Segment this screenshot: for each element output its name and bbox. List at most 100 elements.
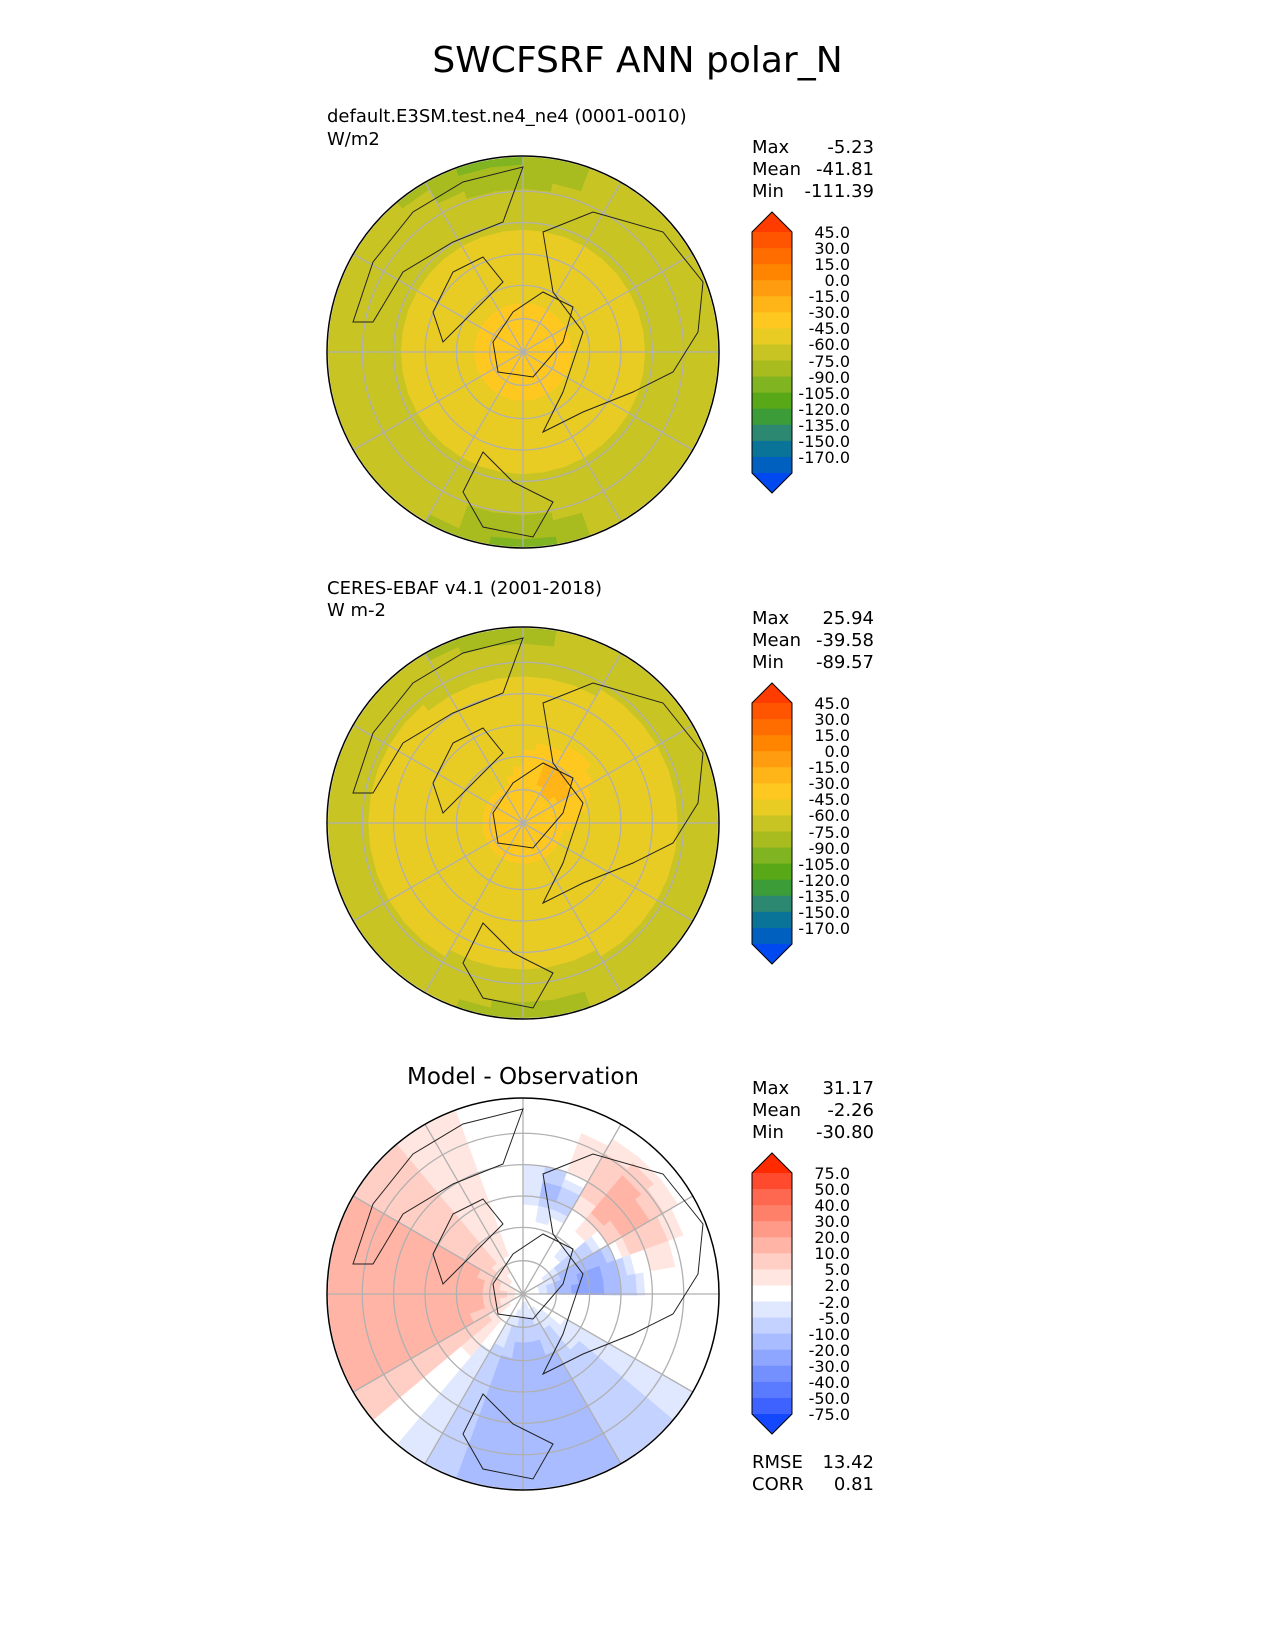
colorbar-segment (752, 424, 792, 442)
colorbar-tick-label: -10.0 (808, 1324, 850, 1344)
meridian-line (522, 1293, 622, 1465)
colorbar-tick-label: 20.0 (814, 1228, 850, 1248)
meridian-line (522, 822, 622, 994)
colorbar-segment (752, 264, 792, 281)
page-title: SWCFSRF ANN polar_N (432, 40, 843, 81)
field-cells (328, 1099, 718, 1489)
colorbar-segment (752, 1333, 792, 1351)
metric-corr: CORR 0.81 (752, 1474, 874, 1495)
colorbar-segment (752, 280, 792, 297)
meridian-line (352, 724, 524, 824)
colorbar-tick-label: -2.0 (818, 1292, 850, 1312)
north-america-outline (352, 166, 524, 323)
colorbar-tick-label: -45.0 (808, 790, 850, 810)
colorbar-tick-label: -60.0 (808, 335, 850, 355)
europe-outline (462, 1393, 554, 1480)
colorbar-segment (752, 344, 792, 362)
north-america-outline (352, 1108, 524, 1265)
meridian-line (424, 1293, 524, 1465)
colorbar-segment (752, 815, 792, 833)
canadian-archipelago-outline (432, 256, 504, 343)
stat-max: Max -5.23 (752, 137, 874, 158)
colorbar-segment (752, 703, 792, 720)
metric-rmse: RMSE 13.42 (752, 1452, 874, 1473)
colorbar-segment (752, 1189, 792, 1206)
stat-min: Min -30.80 (752, 1122, 874, 1143)
meridian-line (352, 1195, 524, 1295)
colorbar-tick-label: -120.0 (798, 399, 850, 419)
colorbar-tick-label: 15.0 (814, 255, 850, 275)
canadian-archipelago-outline (432, 727, 504, 814)
colorbar-segment (752, 895, 792, 913)
colorbar-segment (752, 376, 792, 394)
europe-outline (462, 922, 554, 1009)
colorbar-tick-label: -40.0 (808, 1372, 850, 1392)
meridian-line (424, 181, 524, 353)
panel-3-metrics: RMSE 13.42 CORR 0.81 (752, 1452, 874, 1496)
colorbar-segment (752, 767, 792, 784)
colorbar-tick-label: -75.0 (808, 1405, 850, 1424)
colorbar-segment (752, 392, 792, 410)
colorbar-segment (752, 831, 792, 849)
colorbar-tick-label: -30.0 (808, 1356, 850, 1376)
europe-outline (462, 451, 554, 538)
colorbar-segment (752, 1221, 792, 1238)
colorbar-segment (752, 847, 792, 865)
meridian-line (424, 822, 524, 994)
colorbar-segment (752, 783, 792, 800)
colorbar-tick-label: -30.0 (808, 774, 850, 794)
colorbar-outline (751, 1152, 793, 1435)
map-boundary (326, 155, 720, 549)
meridian-line (522, 253, 694, 353)
colorbar-segment (752, 408, 792, 426)
graticule (327, 156, 719, 548)
colorbar-tick-label: -150.0 (798, 902, 850, 922)
colorbar-2 (751, 682, 793, 965)
colorbar-segment (752, 1365, 792, 1383)
coastlines (352, 1108, 704, 1480)
colorbar-tick-label: -20.0 (808, 1340, 850, 1360)
colorbar-segment (752, 328, 792, 345)
stat-mean: Mean -2.26 (752, 1100, 874, 1121)
colorbar-tick-label: 30.0 (814, 1212, 850, 1232)
panel-2-stats: Max 25.94 Mean -39.58 Min -89.57 (752, 608, 874, 674)
greenland-outline (492, 291, 574, 378)
greenland-outline (492, 1233, 574, 1320)
stat-min: Min -111.39 (752, 181, 874, 202)
colorbar-tick-label: -75.0 (808, 822, 850, 842)
panel-1-units: W/m2 (327, 129, 380, 150)
colorbar-tick-label: -5.0 (818, 1308, 850, 1328)
colorbar-segment (752, 1397, 792, 1415)
meridian-line (424, 351, 524, 523)
stat-min: Min -89.57 (752, 652, 874, 673)
eurasia-outline (541, 211, 704, 434)
colorbar-segment (752, 248, 792, 265)
coastlines (352, 637, 704, 1009)
colorbar-tick-label: 30.0 (814, 239, 850, 259)
colorbar-extend-top (752, 212, 792, 232)
meridian-line (522, 1195, 694, 1295)
meridian-line (522, 724, 694, 824)
meridian-line (424, 1123, 524, 1295)
colorbar-extend-top (752, 683, 792, 703)
graticule (327, 627, 719, 1019)
colorbar-tick-label: -150.0 (798, 431, 850, 451)
meridian-line (522, 1123, 622, 1295)
meridian-line (352, 822, 524, 922)
colorbar-tick-label: -105.0 (798, 383, 850, 403)
stat-mean: Mean -41.81 (752, 159, 874, 180)
colorbar-outline (751, 682, 793, 965)
panel-1-stats: Max -5.23 Mean -41.81 Min -111.39 (752, 137, 874, 203)
colorbar-segment (752, 927, 792, 945)
colorbar-tick-label: 75.0 (814, 1164, 850, 1183)
canadian-archipelago-outline (432, 1198, 504, 1285)
greenland-outline (492, 762, 574, 849)
colorbar-segment (752, 1205, 792, 1222)
colorbar-segment (752, 1381, 792, 1399)
colorbar-segment (752, 911, 792, 929)
colorbar-tick-label: -170.0 (798, 918, 850, 938)
colorbar-segment (752, 1173, 792, 1190)
eurasia-outline (541, 1153, 704, 1376)
colorbar-tick-label: -170.0 (798, 447, 850, 467)
